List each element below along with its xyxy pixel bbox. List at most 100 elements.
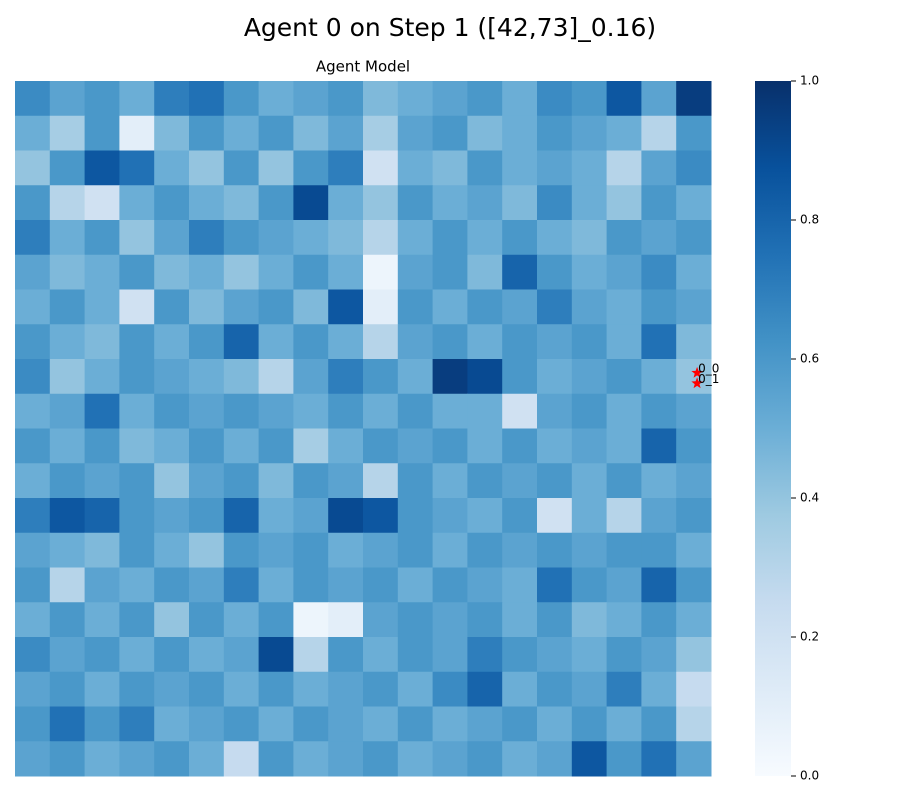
heatmap-cell [49,324,86,360]
heatmap-cell [432,532,468,568]
heatmap-cell [119,498,155,534]
heatmap-cell [363,393,399,429]
heatmap-cell [676,741,712,777]
heatmap-cell [154,706,190,742]
heatmap-cell [328,115,364,151]
heatmap-cell [223,115,260,151]
heatmap-cell [15,671,51,707]
heatmap-cell [119,532,155,568]
heatmap-cell [189,324,225,360]
heatmap-cell [363,706,399,742]
heatmap-cell [537,428,573,464]
heatmap-cell [258,393,294,429]
heatmap-cell [676,706,712,742]
heatmap-cell [15,220,51,256]
heatmap-cell [84,115,120,151]
heatmap-cell [119,706,155,742]
heatmap-cell [397,706,434,742]
heatmap-cell [328,81,364,117]
heatmap-cell [606,428,642,464]
heatmap-cell [49,463,86,499]
heatmap-cell [502,289,538,325]
heatmap-cell [397,741,434,777]
colorbar [755,81,791,776]
heatmap-cell [328,602,364,638]
heatmap-cell [15,254,51,290]
heatmap-cell [467,150,503,186]
heatmap-cell [49,150,86,186]
heatmap-cell [676,324,712,360]
heatmap-cell [676,359,712,395]
heatmap-cell [49,637,86,673]
heatmap-cell [258,359,294,395]
heatmap-cell [641,706,677,742]
heatmap-cell [119,324,155,360]
heatmap-cell [189,741,225,777]
heatmap-cell [641,671,677,707]
heatmap-cell [397,359,434,395]
heatmap-cell [467,637,503,673]
heatmap-cell [363,567,399,603]
heatmap-cell [502,220,538,256]
heatmap-cell [363,220,399,256]
heatmap-cell [363,185,399,221]
heatmap-cell [397,254,434,290]
heatmap-cell [154,185,190,221]
heatmap-cell [49,115,86,151]
heatmap-cell [223,324,260,360]
heatmap-cell [606,324,642,360]
heatmap-cell [397,463,434,499]
heatmap-cell [293,428,329,464]
heatmap-cell [189,81,225,117]
heatmap-cell [189,428,225,464]
heatmap-cell [606,115,642,151]
heatmap-cell [606,602,642,638]
heatmap-cell [467,532,503,568]
heatmap-cell [606,254,642,290]
heatmap-cell [119,567,155,603]
heatmap-cell [397,602,434,638]
colorbar-tick-label: 0.0 [800,769,819,783]
heatmap-cell [432,185,468,221]
heatmap-cell [15,741,51,777]
heatmap-cell [49,220,86,256]
heatmap-cell [397,289,434,325]
heatmap-cell [119,671,155,707]
heatmap-cell [189,289,225,325]
heatmap-cell [676,393,712,429]
heatmap-cell [189,532,225,568]
heatmap-cell [49,602,86,638]
heatmap-cell [606,81,642,117]
heatmap-cell [676,150,712,186]
heatmap-cell [119,254,155,290]
heatmap-cell [189,706,225,742]
heatmap-cell [676,567,712,603]
heatmap-cell [397,220,434,256]
heatmap-cell [363,428,399,464]
heatmap-cell [606,150,642,186]
heatmap-cell [363,637,399,673]
heatmap-cell [571,498,608,534]
heatmap-cell [154,115,190,151]
heatmap-cell [363,324,399,360]
heatmap-cell [49,671,86,707]
heatmap-cell [328,185,364,221]
heatmap-cell [328,671,364,707]
heatmap-cell [293,498,329,534]
heatmap-cell [328,567,364,603]
heatmap-cell [432,741,468,777]
heatmap-cell [154,324,190,360]
heatmap-cell [84,254,120,290]
heatmap-cell [537,567,573,603]
heatmap-cell [328,637,364,673]
heatmap-cell [641,289,677,325]
heatmap-cell [189,671,225,707]
heatmap-cell [606,637,642,673]
subplot-title: Agent Model [316,58,410,76]
heatmap-cell [84,602,120,638]
heatmap-cell [641,498,677,534]
heatmap-cell [676,220,712,256]
heatmap-cell [119,220,155,256]
heatmap-cell [293,393,329,429]
